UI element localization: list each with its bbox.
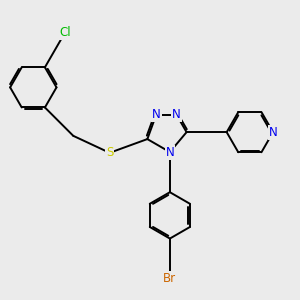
Text: N: N <box>269 126 278 139</box>
Text: Cl: Cl <box>59 26 71 39</box>
Text: N: N <box>152 108 161 121</box>
Text: N: N <box>166 146 174 159</box>
Text: Br: Br <box>163 272 176 285</box>
Text: S: S <box>106 146 113 159</box>
Text: N: N <box>172 108 181 121</box>
